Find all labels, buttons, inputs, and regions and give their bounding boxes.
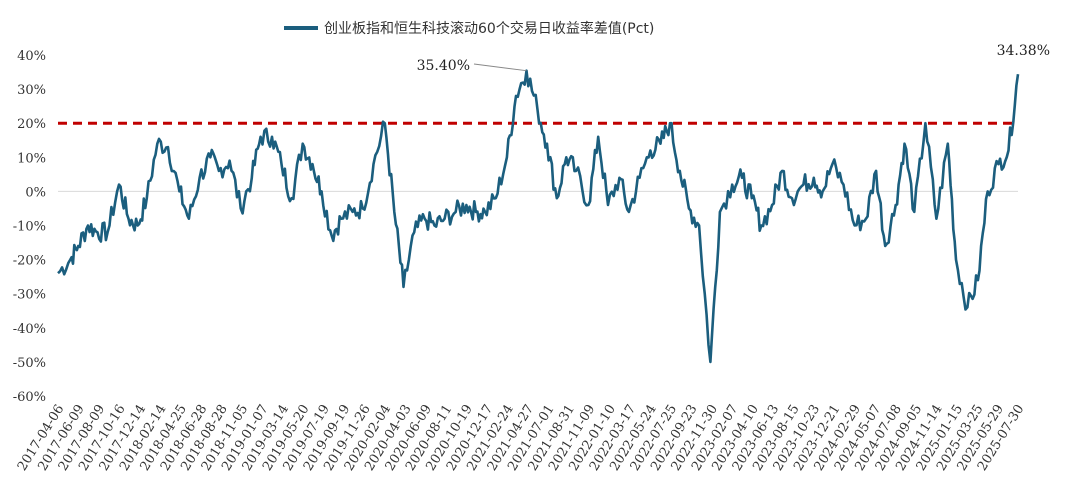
legend: 创业板指和恒生科技滚动60个交易日收益率差值(Pct) [284, 20, 654, 37]
series-line [57, 69, 1020, 364]
x-axis: 2017-04-062017-06-092017-08-092017-10-16… [15, 402, 1027, 474]
y-tick-label: -60% [13, 390, 46, 405]
y-tick-label: 10% [17, 151, 46, 166]
last-value-annotation: 34.38% [997, 43, 1050, 59]
y-tick-label: -30% [13, 288, 46, 303]
y-tick-label: -50% [13, 356, 46, 371]
y-tick-label: -20% [13, 254, 46, 269]
annotations: 35.40% 34.38% [417, 43, 1050, 74]
peak-annotation-leader [473, 63, 527, 72]
legend-label: 创业板指和恒生科技滚动60个交易日收益率差值(Pct) [324, 20, 654, 37]
y-tick-label: 40% [17, 49, 46, 64]
y-tick-label: 20% [17, 117, 46, 132]
y-axis: 40% 30% 20% 10% 0% -10% -20% -30% -40% -50% -60% [13, 49, 1018, 405]
y-tick-label: 30% [17, 83, 46, 98]
y-tick-label: -10% [13, 220, 46, 235]
y-tick-label: 0% [25, 185, 46, 200]
peak-annotation: 35.40% [417, 58, 470, 74]
y-tick-label: -40% [13, 322, 46, 337]
